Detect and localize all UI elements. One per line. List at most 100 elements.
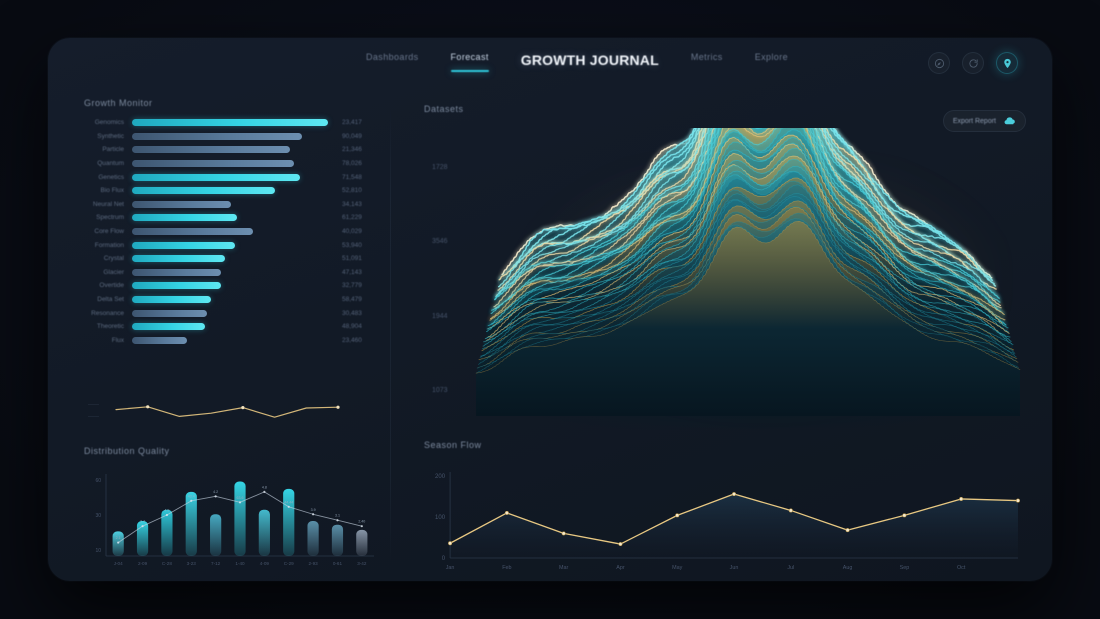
svg-text:Mar: Mar [559, 565, 569, 571]
ranked-bar-row[interactable]: Synthetic 90,049 [80, 130, 380, 144]
svg-text:3.4: 3.4 [140, 520, 145, 524]
ranked-bar [132, 214, 238, 222]
ranked-bar-value: 30,483 [342, 309, 362, 317]
ranked-bar-track [132, 119, 334, 127]
svg-text:10: 10 [95, 548, 101, 554]
ranked-bar [132, 296, 211, 304]
header-actions [928, 52, 1018, 74]
combo-bar[interactable] [185, 491, 197, 556]
svg-text:0-61: 0-61 [333, 561, 343, 566]
ranked-bar-value: 21,346 [342, 146, 362, 154]
terrain-svg [475, 128, 1021, 430]
svg-text:3-23: 3-23 [187, 561, 197, 566]
ranked-bar-label: Theoretic [96, 323, 124, 331]
ranked-bar-row[interactable]: Bio Flux 52,810 [80, 184, 380, 198]
distribution-combo-chart: Distribution Quality 60 30 10 2.1 3.4 4.9 43.4… [80, 446, 380, 574]
ranked-bar-track [132, 309, 334, 317]
svg-text:4.8: 4.8 [262, 485, 267, 489]
ranked-bar-track [132, 296, 334, 304]
svg-text:J-04: J-04 [114, 561, 123, 566]
combo-bar[interactable] [210, 514, 222, 556]
sparkline-svg: —— —— [88, 402, 340, 420]
ranked-bar [132, 309, 207, 317]
app-header: Dashboards Forecast GROWTH JOURNAL Metri… [48, 38, 1052, 94]
ranked-bar-track [132, 268, 334, 276]
ranked-bar-value: 61,229 [342, 214, 362, 222]
combo-bar[interactable] [258, 509, 270, 556]
ranked-bar [132, 336, 187, 344]
ranked-bar-value: 23,417 [342, 119, 362, 127]
app-title: GROWTH JOURNAL [520, 52, 659, 68]
combo-bar[interactable] [136, 520, 149, 556]
svg-text:44.44: 44.44 [284, 500, 293, 504]
ranked-bar-label: Particle [102, 146, 124, 154]
svg-text:43.4: 43.4 [188, 494, 195, 498]
ranked-bar-label: Flux [111, 336, 124, 344]
terrain-axis-label: 1073 [432, 386, 448, 394]
svg-text:3.1: 3.1 [335, 514, 340, 518]
svg-text:0: 0 [442, 556, 446, 562]
panel-title: Datasets [424, 104, 464, 114]
ranked-bar-label: Crystal [103, 255, 124, 263]
refresh-icon[interactable] [962, 52, 984, 74]
ranked-bar-row[interactable]: Particle 21,346 [80, 143, 380, 157]
main-column: Datasets Export Report 1728 3546 1944 1073 … [390, 94, 1044, 581]
ranked-bar-track [132, 160, 334, 168]
ranked-bar-track [132, 146, 334, 154]
ranked-bar-label: Resonance [91, 309, 124, 317]
ranked-bar-row[interactable]: Resonance 30,483 [80, 306, 380, 320]
ranked-bar-label: Neural Net [92, 200, 124, 208]
ranked-bar-row[interactable]: Flux 23,460 [80, 334, 380, 348]
ranked-bar-row[interactable]: Quantum 78,026 [80, 157, 380, 171]
compass-icon[interactable] [928, 52, 950, 74]
svg-text:2.1: 2.1 [116, 536, 121, 540]
svg-text:2.40: 2.40 [358, 520, 365, 524]
nav-item-forecast[interactable]: Forecast [450, 52, 489, 72]
ranked-bar-track [132, 132, 334, 140]
svg-text:2-93: 2-93 [308, 561, 318, 566]
nav-item-metrics[interactable]: Metrics [690, 52, 723, 62]
season-flow-plot: 200 100 0 Jan Feb Mar Apr May Jun Jul Aug Sep Oct [424, 462, 1026, 580]
terrain-axis-label: 3546 [432, 238, 448, 246]
ranked-bar-row[interactable]: Glacier 47,143 [80, 266, 380, 280]
svg-text:1-40: 1-40 [235, 561, 245, 566]
ranked-bar-row[interactable]: Genetics 71,548 [80, 170, 380, 184]
ranked-bar-row[interactable]: Delta Set 58,479 [80, 293, 380, 307]
combo-bar[interactable] [112, 531, 124, 556]
ranked-bar [132, 268, 221, 276]
svg-text:Oct: Oct [957, 565, 966, 571]
svg-text:63.6: 63.6 [237, 496, 244, 500]
combo-bar[interactable] [307, 520, 319, 556]
combo-bar[interactable] [331, 524, 344, 556]
export-report-button[interactable]: Export Report [942, 110, 1026, 132]
svg-text:May: May [672, 565, 683, 571]
nav-item-dashboards[interactable]: Dashboards [366, 52, 419, 62]
ranked-bar-value: 52,810 [342, 187, 362, 195]
svg-text:Aug: Aug [843, 565, 853, 571]
ranked-bar-label: Genomics [94, 119, 124, 127]
svg-text:Sep: Sep [900, 565, 910, 571]
ranked-bar [132, 228, 254, 236]
ranked-bar-row[interactable]: Genomics 23,417 [80, 116, 380, 130]
ranked-bar-row[interactable]: Formation 53,940 [80, 238, 380, 252]
combo-bar[interactable] [161, 509, 173, 556]
ranked-bar-row[interactable]: Spectrum 61,229 [80, 211, 380, 225]
location-pin-icon[interactable] [996, 52, 1018, 74]
combo-bar[interactable] [234, 481, 246, 556]
nav-item-explore[interactable]: Explore [754, 52, 789, 62]
ranked-bar-row[interactable]: Crystal 51,091 [80, 252, 380, 266]
combo-bar[interactable] [283, 488, 295, 556]
sidebar-column: Growth Monitor Genomics 23,417 Synthetic 90… [64, 94, 390, 581]
ranked-bar-row[interactable]: Overtide 32,779 [80, 279, 380, 293]
ranked-bar-value: 58,479 [342, 296, 362, 304]
combo-bar[interactable] [356, 529, 368, 556]
ranked-bar-row[interactable]: Neural Net 34,143 [80, 198, 380, 212]
ranked-bar-label: Core Flow [94, 228, 124, 236]
svg-text:Jul: Jul [787, 565, 794, 571]
ranked-bar-list: Genomics 23,417 Synthetic 90,049 Particle 21,… [80, 116, 380, 347]
export-label: Export Report [952, 117, 996, 125]
ranked-bar-row[interactable]: Core Flow 40,029 [80, 225, 380, 239]
ranked-bar-row[interactable]: Theoretic 48,904 [80, 320, 380, 334]
